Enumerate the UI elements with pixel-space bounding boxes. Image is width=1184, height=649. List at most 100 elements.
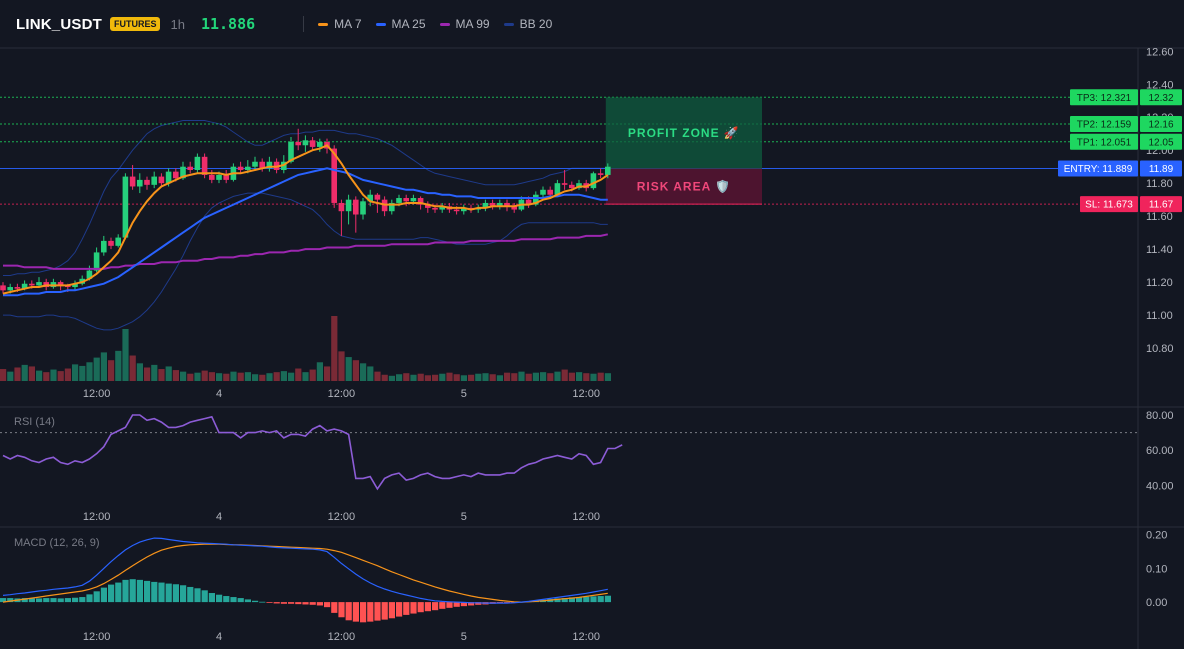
macd-histogram-bar	[583, 596, 590, 603]
macd-histogram-bar	[158, 582, 165, 603]
rsi-pane: RSI (14) 40.00 60.00 80.00	[0, 410, 1174, 492]
macd-histogram-bar	[381, 602, 388, 620]
legend-item[interactable]: MA 25	[375, 17, 426, 31]
candle-body	[461, 207, 467, 212]
macd-histogram-bar	[388, 602, 395, 619]
volume-bar	[194, 372, 201, 381]
volume-bar	[568, 372, 575, 381]
candle-body	[151, 176, 157, 185]
macd-histogram-bar	[115, 582, 122, 603]
level-axis-box	[1140, 133, 1182, 150]
candle	[223, 169, 229, 184]
legend-item[interactable]: MA 99	[439, 17, 490, 31]
legend-item[interactable]: MA 7	[318, 17, 362, 31]
volume-bar	[21, 364, 28, 381]
volume-bar	[475, 373, 482, 381]
candle-body	[266, 161, 273, 169]
last-price: 11.886	[200, 15, 256, 33]
level-axis-text: 12.32	[1148, 93, 1173, 104]
level-tag-box	[1070, 115, 1138, 132]
price-tick-label: 11.80	[1146, 178, 1173, 190]
macd-histogram-bar	[194, 588, 201, 603]
macd-time-label: 5	[461, 631, 467, 643]
candle-body	[122, 176, 129, 238]
legend-swatch	[375, 22, 386, 26]
volume-bar	[525, 373, 532, 381]
candle-body	[497, 202, 503, 207]
candle-body	[209, 174, 215, 180]
volume-bar	[360, 363, 367, 381]
macd-histogram-bar	[86, 594, 93, 603]
rsi-time-label: 12:00	[572, 511, 600, 523]
price-tick-label: 11.00	[1146, 310, 1173, 322]
candle-body	[129, 176, 136, 187]
level-tag-tp1: TP1: 12.051 12.05	[1070, 133, 1182, 150]
candle-body	[173, 171, 179, 179]
level-tag-box	[1058, 160, 1138, 177]
symbol-name[interactable]: LINK_USDT	[16, 15, 102, 33]
macd-histogram-bar	[554, 598, 561, 603]
macd-histogram-bar	[316, 602, 323, 606]
level-tag-box	[1070, 89, 1138, 106]
candle	[209, 169, 215, 184]
macd-histogram-bar	[604, 595, 611, 603]
candle-body	[165, 171, 172, 184]
candle-body	[0, 285, 6, 291]
macd-histogram-bar	[597, 596, 604, 603]
bb-upper-line	[3, 120, 608, 276]
candle	[403, 194, 409, 207]
candle-body	[259, 161, 265, 169]
macd-histogram-bar	[36, 598, 43, 603]
volume-bar	[331, 316, 338, 381]
volume-bar	[158, 369, 165, 381]
macd-histogram-bar	[21, 598, 28, 603]
candle-body	[453, 209, 460, 212]
volume-bar	[604, 373, 611, 381]
macd-histogram-bar	[72, 597, 79, 603]
risk-area	[605, 168, 762, 205]
volume-bar	[244, 372, 251, 381]
volume-bar	[324, 366, 331, 381]
candle-body	[367, 194, 373, 202]
volume-bar	[216, 373, 223, 381]
volume-bar	[180, 371, 187, 381]
level-axis-text: 11.89	[1149, 164, 1174, 175]
rsi-tick-label: 60.00	[1146, 445, 1174, 457]
legend-label: BB 20	[519, 17, 553, 31]
rsi-tick-label: 80.00	[1146, 410, 1174, 422]
legend-item[interactable]: BB 20	[503, 17, 553, 31]
interval-selector[interactable]: 1h	[170, 16, 185, 32]
macd-signal-line	[2, 543, 608, 603]
volume-bar	[511, 373, 518, 381]
candle-body	[288, 141, 294, 162]
candle-body	[86, 270, 93, 279]
candle-body	[302, 140, 309, 146]
level-tag-box	[1080, 196, 1138, 213]
candle-body	[29, 283, 35, 286]
macd-histogram-bar	[302, 602, 309, 605]
volume-bar	[417, 373, 424, 381]
price-tick-label: 11.60	[1146, 211, 1173, 223]
macd-histogram-bar	[0, 598, 7, 603]
macd-histogram-bar	[367, 602, 374, 622]
ma7-line	[2, 144, 609, 295]
candle-body	[338, 202, 345, 212]
candle-body	[525, 199, 532, 205]
macd-histogram-bar	[561, 598, 568, 603]
candle	[317, 138, 323, 152]
volume-bar	[79, 365, 86, 381]
volume-bar	[108, 360, 115, 381]
candle-body	[317, 141, 323, 147]
volume-bar	[302, 372, 309, 381]
macd-histogram-bar	[201, 590, 208, 603]
candle-body	[511, 206, 517, 210]
level-tag-tp3: TP3: 12.321 12.32	[1070, 89, 1182, 106]
volume-bar	[14, 367, 21, 381]
volume-bar	[165, 366, 172, 381]
risk-area-label: RISK AREA 🛡️	[637, 179, 731, 193]
volume-bar	[172, 370, 179, 381]
candle-body	[158, 176, 165, 184]
candle-body	[309, 140, 316, 147]
rsi-label: RSI (14)	[14, 416, 55, 428]
